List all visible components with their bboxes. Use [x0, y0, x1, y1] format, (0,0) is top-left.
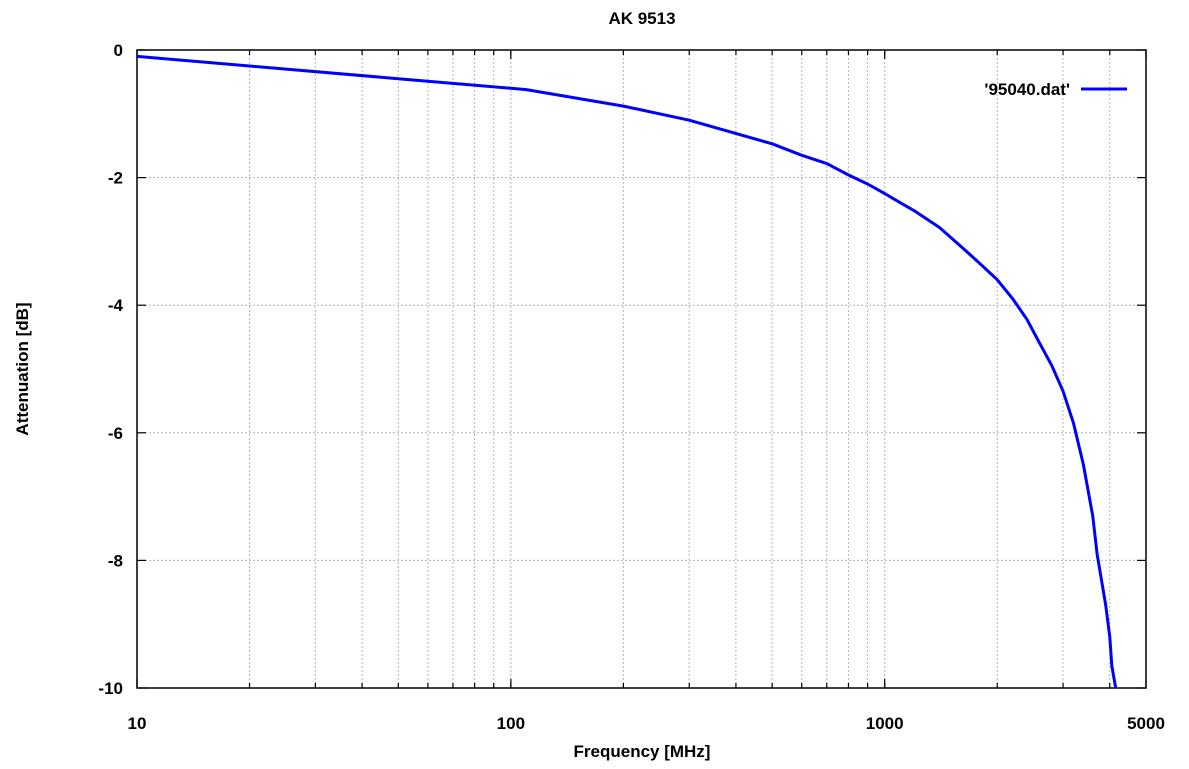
chart-title: AK 9513 [608, 9, 675, 28]
grid [137, 50, 1146, 688]
x-tick-label: 5000 [1127, 714, 1165, 733]
series-line [136, 54, 1118, 689]
x-tick-label: 10 [128, 714, 147, 733]
y-tick-label: -2 [108, 169, 123, 188]
x-axis-label: Frequency [MHz] [574, 742, 711, 761]
series-layer [136, 54, 1118, 689]
legend: '95040.dat' [984, 80, 1127, 99]
y-tick-label: -10 [98, 679, 123, 698]
axis-ticks: 0 -2 -4 -6 -8 -10 10 100 1000 5000 [98, 41, 1164, 733]
y-tick-label: 0 [114, 41, 123, 60]
y-tick-label: -8 [108, 551, 123, 570]
x-tick-label: 1000 [866, 714, 904, 733]
y-axis-label: Attenuation [dB] [13, 302, 32, 435]
plot-frame [136, 49, 1147, 689]
x-tick-label: 100 [497, 714, 525, 733]
y-tick-label: -6 [108, 424, 123, 443]
y-tick-label: -4 [108, 296, 124, 315]
legend-label: '95040.dat' [984, 80, 1070, 99]
